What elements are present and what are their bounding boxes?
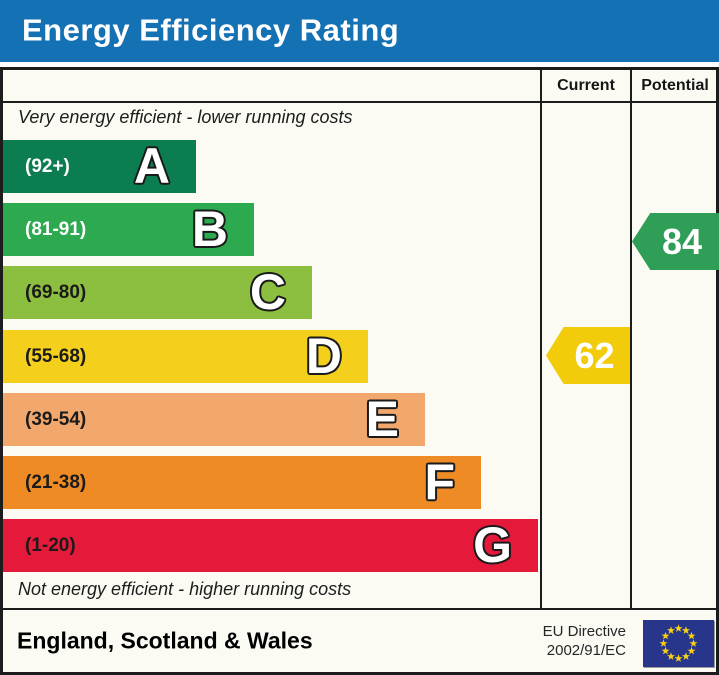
band-a-range-label: (92+) — [25, 155, 70, 177]
current-rating-value: 62 — [574, 334, 615, 376]
page-title: Energy Efficiency Rating — [22, 12, 400, 48]
eu-directive-line2: 2002/91/EC — [546, 642, 626, 659]
title-bar: Energy Efficiency Rating — [0, 0, 719, 62]
band-row-d: (55-68) D — [3, 327, 368, 384]
band-row-b: (81-91) B — [3, 200, 254, 257]
band-c-range-label: (69-80) — [25, 281, 87, 303]
footer-divider-line — [3, 608, 716, 610]
band-e-range-label: (39-54) — [25, 408, 87, 430]
band-row-a: (92+) A — [3, 137, 196, 194]
current-rating-arrow: 62 — [546, 327, 630, 384]
column-header-current: Current — [557, 77, 615, 94]
band-row-c: (69-80) C — [3, 263, 312, 320]
band-row-g: (1-20) G — [3, 516, 538, 573]
footer: England, Scotland & Wales EU Directive 2… — [3, 610, 716, 672]
column-header-potential: Potential — [641, 77, 709, 94]
bottom-note: Not energy efficient - higher running co… — [18, 579, 352, 599]
potential-rating-arrow: 84 — [632, 213, 719, 270]
band-d-letter: D — [305, 327, 343, 384]
band-b-range-label: (81-91) — [25, 218, 87, 240]
band-c-letter: C — [249, 263, 287, 320]
band-d-range-label: (55-68) — [25, 345, 87, 367]
band-f-range-label: (21-38) — [25, 471, 87, 493]
band-row-f: (21-38) F — [3, 453, 481, 510]
band-g-range-label: (1-20) — [25, 534, 76, 556]
footer-region-label: England, Scotland & Wales — [17, 627, 313, 654]
top-note: Very energy efficient - lower running co… — [18, 107, 353, 127]
band-e-letter: E — [365, 390, 401, 447]
eu-flag-icon — [643, 620, 714, 667]
current-column-divider — [540, 70, 542, 608]
potential-column-divider — [630, 70, 632, 608]
band-row-e: (39-54) E — [3, 390, 425, 447]
header-divider-line — [3, 101, 716, 103]
band-f-letter: F — [423, 453, 456, 510]
rating-table: Current Potential Very energy efficient … — [0, 67, 719, 675]
band-g-letter: G — [472, 516, 513, 573]
eu-directive-line1: EU Directive — [542, 623, 626, 640]
eu-directive-label: EU Directive 2002/91/EC — [543, 622, 626, 660]
band-b-letter: B — [191, 200, 229, 257]
band-a-letter: A — [133, 137, 171, 194]
potential-rating-value: 84 — [661, 220, 703, 262]
